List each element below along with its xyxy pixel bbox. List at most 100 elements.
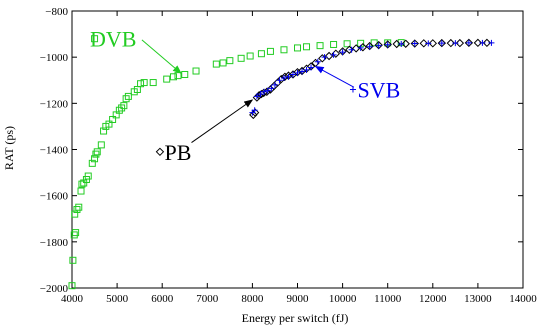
data-point-svb <box>349 86 356 93</box>
data-point-dvb <box>118 104 126 112</box>
data-point-pb <box>392 39 401 49</box>
annotation-label-dvb: DVB <box>90 27 136 52</box>
data-point-svb <box>375 42 382 49</box>
data-point-pb <box>374 40 383 50</box>
y-tick-label: −1200 <box>40 98 69 110</box>
data-point-svb <box>268 85 275 92</box>
data-point-pb <box>351 44 361 53</box>
axis-ticks: 4000 5000 6000 7000 8000 9000 10000 11000 12000 1… <box>40 6 537 305</box>
data-point-svb <box>308 64 315 71</box>
data-point-dvb <box>68 282 76 290</box>
x-tick-label: 11000 <box>374 293 402 305</box>
y-tick-label: −1800 <box>40 237 69 249</box>
data-points <box>68 35 495 290</box>
annotation-label-pb: PB <box>164 140 191 165</box>
data-point-svb <box>314 58 321 65</box>
data-point-dvb <box>97 141 105 149</box>
data-point-dvb <box>280 46 288 54</box>
y-tick-label: −2000 <box>40 283 69 295</box>
annotation-label-svb: SVB <box>357 77 400 102</box>
data-point-dvb <box>137 80 145 88</box>
y-tick-label: −1600 <box>40 191 69 203</box>
data-point-dvb <box>343 40 351 48</box>
data-point-svb <box>438 40 445 47</box>
data-point-dvb <box>100 127 108 135</box>
data-point-dvb <box>122 95 130 103</box>
data-point-svb <box>452 40 459 47</box>
data-point-pb <box>455 38 465 48</box>
data-point-svb <box>303 66 310 73</box>
data-point-dvb <box>78 180 86 188</box>
data-point-svb <box>488 39 495 46</box>
data-point-svb <box>384 41 391 48</box>
annotations: DVB PB SVB <box>90 27 400 165</box>
data-point-pb <box>419 39 428 48</box>
data-point-pb <box>280 72 290 81</box>
data-point-pb <box>383 40 392 49</box>
data-point-pb <box>401 39 410 48</box>
x-tick-label: 5000 <box>106 293 129 305</box>
data-point-svb <box>253 93 260 100</box>
data-point-dvb <box>91 35 99 43</box>
data-point-svb <box>339 49 346 56</box>
data-point-dvb <box>212 60 220 68</box>
data-point-dvb <box>294 44 301 52</box>
x-tick-label: 6000 <box>151 293 174 305</box>
data-point-dvb <box>124 92 132 100</box>
data-point-svb <box>398 41 405 48</box>
data-point-svb <box>411 40 418 47</box>
y-tick-label: −1400 <box>40 145 69 157</box>
data-point-dvb <box>109 115 117 123</box>
data-point-dvb <box>105 120 113 128</box>
data-point-dvb <box>219 59 227 67</box>
data-point-pb <box>155 147 165 157</box>
data-point-svb <box>425 40 432 47</box>
series-dvb <box>68 35 405 290</box>
data-point-dvb <box>91 155 99 163</box>
data-point-pb <box>437 38 447 48</box>
data-point-dvb <box>71 210 79 218</box>
data-point-svb <box>257 91 264 98</box>
data-point-dvb <box>330 40 338 48</box>
series-svb <box>249 39 495 116</box>
data-point-pb <box>482 38 492 48</box>
data-point-svb <box>366 43 373 50</box>
data-point-pb <box>410 39 419 48</box>
data-point-svb <box>330 51 337 58</box>
data-point-svb <box>465 39 472 46</box>
data-point-svb <box>264 87 271 94</box>
x-tick-label: 14000 <box>509 293 537 305</box>
data-point-dvb <box>257 50 265 58</box>
data-point-svb <box>276 77 283 84</box>
data-point-dvb <box>77 187 85 195</box>
annotation-arrow <box>141 39 182 74</box>
data-point-dvb <box>149 79 157 87</box>
x-tick-label: 12000 <box>419 293 447 305</box>
x-tick-label: 9000 <box>287 293 310 305</box>
data-point-pb <box>446 38 456 48</box>
data-point-dvb <box>246 52 254 60</box>
data-point-svb <box>285 73 292 80</box>
data-point-dvb <box>72 229 80 237</box>
annotation-arrow <box>314 65 355 88</box>
y-axis-label: RAT (ps) <box>2 126 16 170</box>
data-point-dvb <box>70 231 78 239</box>
x-tick-label: 8000 <box>241 293 264 305</box>
x-tick-label: 7000 <box>196 293 219 305</box>
data-point-svb <box>261 88 268 95</box>
data-point-pb <box>428 39 438 48</box>
data-point-dvb <box>93 148 101 156</box>
data-point-dvb <box>75 203 83 211</box>
data-point-svb <box>251 107 258 114</box>
data-point-dvb <box>192 67 200 75</box>
data-point-dvb <box>120 102 128 110</box>
x-tick-label: 4000 <box>61 293 84 305</box>
data-point-svb <box>289 71 296 78</box>
y-tick-label: −800 <box>45 6 68 18</box>
plot-border <box>71 10 524 289</box>
data-point-svb <box>280 74 287 81</box>
data-point-pb <box>324 51 334 61</box>
data-point-svb <box>321 54 328 61</box>
data-point-dvb <box>163 75 171 83</box>
